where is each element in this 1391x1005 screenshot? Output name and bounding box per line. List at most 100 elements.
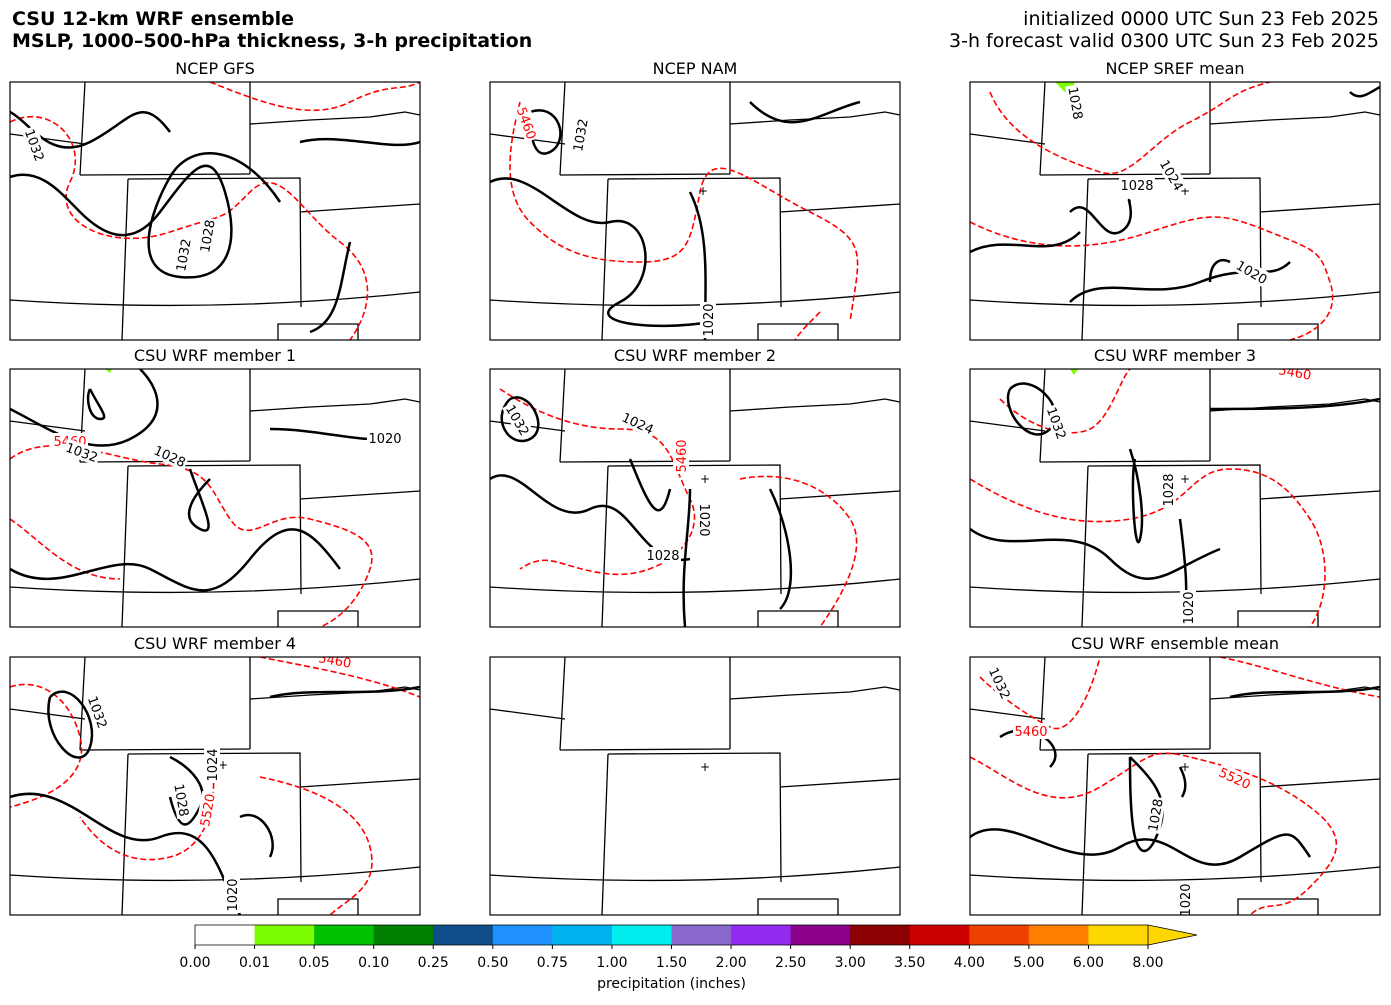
state-border (601, 753, 609, 915)
mslp-contour (1006, 382, 1057, 436)
thickness-contour (10, 116, 369, 340)
city-marker: + (1180, 760, 1190, 774)
colorbar-segment (373, 925, 434, 945)
state-border (1081, 465, 1089, 627)
state-border (729, 111, 900, 125)
state-border (1237, 898, 1319, 915)
colorbar-segment (195, 925, 256, 945)
colorbar-segment (611, 925, 672, 945)
colorbar-tick-label: 5.00 (1013, 955, 1044, 971)
colorbar-segment (433, 925, 494, 945)
state-border (1209, 111, 1380, 125)
mslp-contour (1069, 198, 1133, 235)
label-bg (367, 430, 403, 446)
contour-label: 5460 (675, 439, 690, 472)
state-border (559, 369, 566, 463)
label-bg (513, 103, 541, 143)
colorbar-label: precipitation (inches) (597, 976, 746, 992)
map-panel: + (490, 657, 900, 915)
city-marker: + (700, 472, 710, 486)
mslp-contour (490, 177, 711, 328)
mslp-contour (1349, 85, 1380, 98)
header-line: MSLP, 1000–500-hPa thickness, 3-h precip… (12, 30, 532, 52)
state-border (1081, 178, 1089, 340)
label-bg (1275, 369, 1315, 384)
colorbar-segment (790, 925, 851, 945)
mslp-contour (10, 152, 282, 279)
thickness-contour (259, 776, 373, 915)
city-marker: + (700, 760, 710, 774)
state-border (10, 133, 86, 145)
state-border (779, 490, 900, 500)
colorbar-segment (1028, 925, 1089, 945)
colorbar-tick-label: 0.05 (299, 955, 330, 971)
label-bg (84, 692, 112, 732)
colorbar-segment (671, 925, 732, 945)
city-marker: + (1180, 184, 1190, 198)
state-border (1039, 748, 1211, 751)
panel-frame (489, 368, 901, 628)
thickness-contour (989, 82, 1271, 175)
colorbar-tick-label: 0.75 (537, 955, 568, 971)
mslp-contour (1128, 448, 1144, 544)
label-bg (700, 302, 716, 338)
header-line: initialized 0000 UTC Sun 23 Feb 2025 (1023, 8, 1379, 30)
panel-frame (489, 656, 901, 916)
mslp-contour (10, 528, 341, 592)
colorbar-segment (254, 925, 315, 945)
state-border (490, 291, 900, 307)
label-bg (568, 115, 592, 155)
mslp-contour (309, 241, 352, 334)
precip-area (1070, 369, 1078, 375)
contour-label: 1028 (1146, 798, 1167, 833)
state-border (1039, 82, 1046, 176)
label-bg (1177, 882, 1193, 915)
state-border (779, 203, 900, 213)
state-border (1237, 323, 1319, 340)
state-border (779, 778, 900, 788)
contour-label: 1032 (21, 127, 46, 163)
header-line: 3-h forecast valid 0300 UTC Sun 23 Feb 2… (949, 30, 1379, 52)
contour-label: 5460 (1014, 725, 1047, 740)
colorbar-tick-label: 8.00 (1132, 955, 1163, 971)
state-border (490, 866, 900, 882)
state-border (299, 490, 420, 500)
state-border (490, 708, 566, 720)
contour-label: 1032 (174, 238, 195, 273)
thickness-contour (10, 518, 121, 580)
colorbar-tick-label: 0.00 (179, 955, 210, 971)
city-marker: + (698, 184, 708, 198)
panel-title: NCEP SREF mean (1105, 59, 1244, 78)
label-bg (204, 747, 220, 783)
contour-label: 1032 (571, 118, 592, 153)
colorbar-tick-label: 6.00 (1073, 955, 1104, 971)
colorbar-tick-label: 2.00 (715, 955, 746, 971)
state-border (607, 177, 782, 308)
colorbar-tick-label: 3.50 (894, 955, 925, 971)
label-bg (195, 790, 219, 830)
colorbar-tick-label: 1.50 (656, 955, 687, 971)
thickness-contour (79, 746, 215, 861)
state-border (607, 752, 782, 883)
mslp-contour (970, 231, 1081, 254)
state-border (10, 578, 420, 594)
contour-label: 5520 (198, 793, 219, 828)
city-marker: + (218, 758, 228, 772)
mslp-contour (188, 468, 211, 532)
label-bg (985, 663, 1015, 703)
label-bg (315, 657, 355, 672)
thickness-contour (10, 445, 373, 627)
mslp-contour (10, 792, 242, 915)
state-border (757, 610, 839, 627)
label-bg (62, 438, 102, 466)
thickness-contour (999, 369, 1131, 434)
colorbar-segment (492, 925, 553, 945)
mslp-contour (970, 527, 1221, 580)
panel-title: CSU WRF ensemble mean (1071, 634, 1279, 653)
contour-label: 5460 (1277, 363, 1312, 384)
state-border (601, 465, 609, 627)
